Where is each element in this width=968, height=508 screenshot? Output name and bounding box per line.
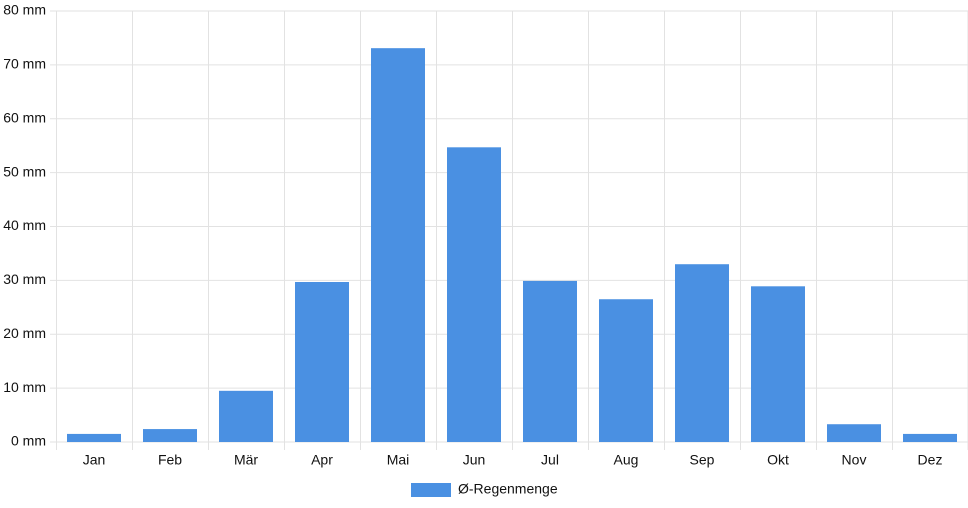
y-tick-label: 50 mm [3, 163, 46, 179]
y-tick-label: 40 mm [3, 217, 46, 233]
bar [599, 299, 653, 442]
y-tick-label: 20 mm [3, 325, 46, 341]
legend-label: Ø-Regenmenge [458, 481, 558, 497]
y-tick-label: 80 mm [3, 2, 46, 18]
bar [447, 147, 501, 442]
y-tick-label: 0 mm [11, 433, 46, 449]
bar [295, 281, 349, 442]
bar [143, 429, 197, 442]
x-tick-label: Aug [614, 452, 639, 468]
legend-swatch [411, 483, 451, 497]
bar [675, 264, 729, 442]
bar [371, 48, 425, 442]
bar [523, 280, 577, 442]
x-tick-label: Jul [541, 452, 559, 468]
x-tick-label: Okt [767, 452, 789, 468]
bar [219, 390, 273, 442]
x-tick-label: Mär [234, 452, 258, 468]
y-tick-label: 60 mm [3, 109, 46, 125]
y-tick-label: 70 mm [3, 56, 46, 72]
x-tick-label: Jun [463, 452, 486, 468]
bar [751, 286, 805, 442]
x-tick-label: Feb [158, 452, 182, 468]
x-tick-label: Jan [83, 452, 106, 468]
x-tick-label: Nov [842, 452, 867, 468]
x-tick-label: Mai [387, 452, 410, 468]
y-tick-label: 30 mm [3, 271, 46, 287]
x-tick-label: Dez [918, 452, 943, 468]
x-tick-label: Sep [690, 452, 715, 468]
bar [903, 433, 957, 442]
x-tick-label: Apr [311, 452, 333, 468]
bar [827, 424, 881, 442]
y-tick-label: 10 mm [3, 379, 46, 395]
bar [67, 433, 121, 442]
